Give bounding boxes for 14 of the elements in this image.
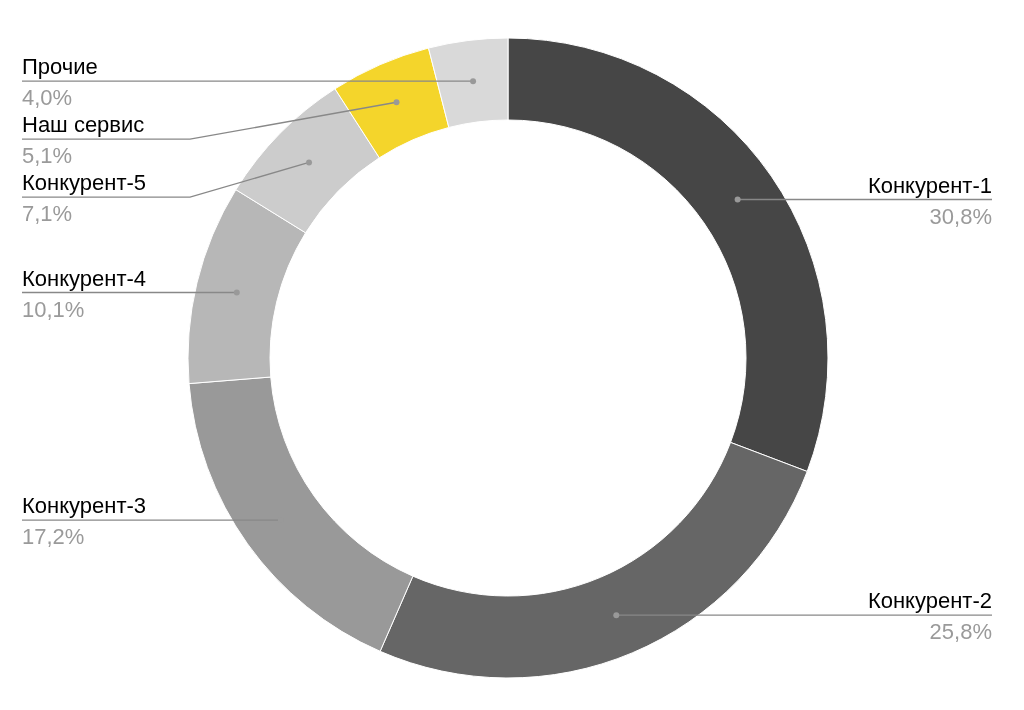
data-label: 25,8%	[929, 619, 992, 645]
slice-label: Прочие	[22, 54, 98, 80]
data-label: 5,1%	[22, 143, 73, 169]
slice-label: Конкурент-2	[867, 588, 992, 614]
slice-label: Конкурент-1	[867, 172, 992, 198]
data-label: 7,1%	[22, 201, 73, 227]
data-label: 17,2%	[22, 524, 85, 550]
slice-label: Конкурент-5	[22, 170, 147, 196]
data-label: 30,8%	[929, 203, 992, 229]
data-label: 4,0%	[22, 85, 73, 111]
slice-label: Конкурент-4	[22, 265, 147, 291]
data-label: 10,1%	[22, 296, 85, 322]
slice-label: Наш сервис	[22, 112, 145, 138]
slice-label: Конкурент-3	[22, 493, 147, 519]
